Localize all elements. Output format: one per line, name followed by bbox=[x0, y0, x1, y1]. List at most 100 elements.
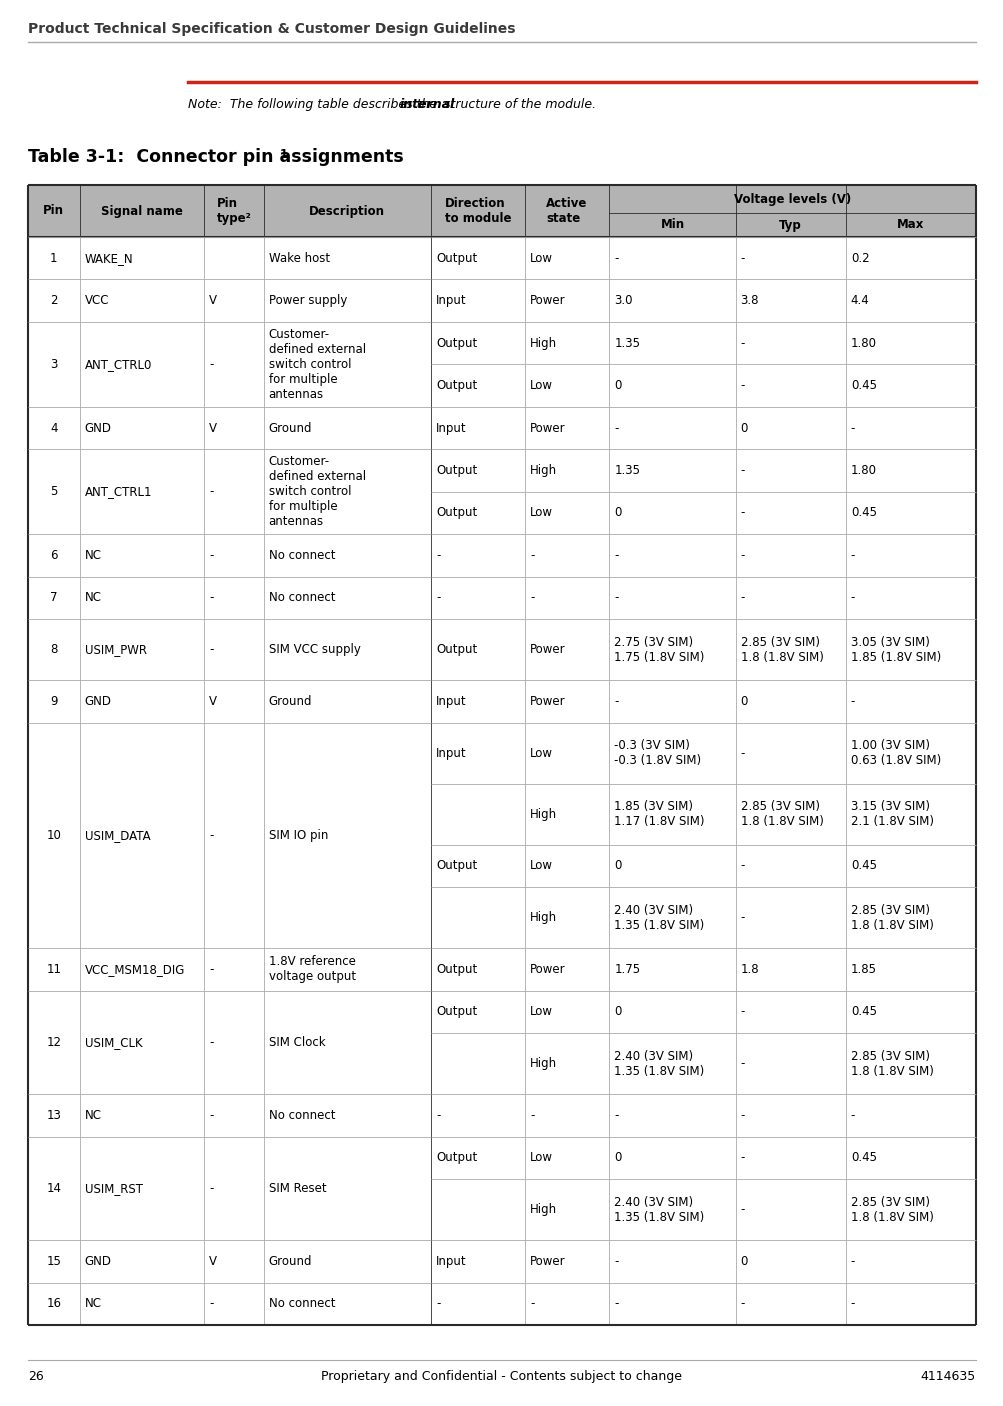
Text: Output: Output bbox=[435, 380, 476, 392]
Text: -: - bbox=[850, 422, 855, 434]
Text: No connect: No connect bbox=[268, 1298, 335, 1310]
Bar bbox=[28, 238, 79, 280]
Bar bbox=[204, 619, 264, 681]
Text: VCC: VCC bbox=[84, 294, 109, 307]
Text: -: - bbox=[740, 506, 744, 519]
Text: -: - bbox=[614, 252, 618, 264]
Text: 1.75: 1.75 bbox=[614, 963, 640, 976]
Text: -: - bbox=[614, 592, 618, 605]
Bar bbox=[264, 280, 430, 322]
Bar bbox=[609, 948, 735, 991]
Text: -: - bbox=[209, 830, 214, 842]
Text: -: - bbox=[740, 592, 744, 605]
Text: 3.0: 3.0 bbox=[614, 294, 632, 307]
Bar bbox=[204, 534, 264, 576]
Text: 13: 13 bbox=[46, 1109, 61, 1122]
Text: -: - bbox=[435, 592, 440, 605]
Text: Pin
type²: Pin type² bbox=[217, 197, 251, 225]
Text: 1.80: 1.80 bbox=[850, 336, 876, 350]
Text: Power supply: Power supply bbox=[268, 294, 347, 307]
Bar bbox=[735, 1240, 845, 1282]
Text: V: V bbox=[209, 422, 217, 434]
Bar bbox=[735, 1136, 845, 1240]
Text: High: High bbox=[530, 336, 557, 350]
Text: -: - bbox=[614, 422, 618, 434]
Text: GND: GND bbox=[84, 422, 111, 434]
Text: Direction
to module: Direction to module bbox=[444, 197, 511, 225]
Bar bbox=[28, 1282, 79, 1324]
Bar bbox=[264, 406, 430, 450]
Text: Pin: Pin bbox=[43, 204, 64, 218]
Text: Input: Input bbox=[435, 1254, 466, 1268]
Bar bbox=[525, 534, 609, 576]
Bar bbox=[28, 322, 79, 406]
Bar bbox=[735, 1094, 845, 1136]
Text: 2.40 (3V SIM)
1.35 (1.8V SIM): 2.40 (3V SIM) 1.35 (1.8V SIM) bbox=[614, 1195, 704, 1223]
Text: VCC_MSM18_DIG: VCC_MSM18_DIG bbox=[84, 963, 185, 976]
Bar bbox=[28, 948, 79, 991]
Text: 0: 0 bbox=[740, 1254, 747, 1268]
Text: 0.45: 0.45 bbox=[850, 506, 876, 519]
Text: 1: 1 bbox=[279, 148, 288, 162]
Text: 0: 0 bbox=[740, 695, 747, 707]
Bar bbox=[525, 681, 609, 723]
Bar bbox=[845, 1136, 975, 1240]
Text: GND: GND bbox=[84, 695, 111, 707]
Bar bbox=[430, 1136, 525, 1240]
Bar bbox=[735, 991, 845, 1094]
Bar bbox=[430, 322, 525, 406]
Bar bbox=[845, 681, 975, 723]
Bar bbox=[845, 619, 975, 681]
Bar bbox=[609, 1136, 735, 1240]
Text: 15: 15 bbox=[46, 1254, 61, 1268]
Bar bbox=[525, 1282, 609, 1324]
Bar bbox=[204, 1136, 264, 1240]
Bar bbox=[609, 723, 735, 948]
Text: -: - bbox=[740, 252, 744, 264]
Bar bbox=[609, 450, 735, 534]
Bar bbox=[845, 1282, 975, 1324]
Text: 2.75 (3V SIM)
1.75 (1.8V SIM): 2.75 (3V SIM) 1.75 (1.8V SIM) bbox=[614, 636, 704, 664]
Bar bbox=[609, 322, 735, 406]
Bar bbox=[430, 406, 525, 450]
Text: 1.35: 1.35 bbox=[614, 464, 640, 477]
Text: Power: Power bbox=[530, 1254, 565, 1268]
Text: GND: GND bbox=[84, 1254, 111, 1268]
Bar bbox=[79, 280, 204, 322]
Text: Output: Output bbox=[435, 506, 476, 519]
Bar bbox=[609, 576, 735, 619]
Text: V: V bbox=[209, 695, 217, 707]
Text: 1.80: 1.80 bbox=[850, 464, 876, 477]
Text: -: - bbox=[209, 1109, 214, 1122]
Bar bbox=[845, 186, 975, 238]
Bar bbox=[79, 238, 204, 280]
Text: Power: Power bbox=[530, 643, 565, 657]
Text: 6: 6 bbox=[50, 548, 57, 562]
Bar bbox=[430, 991, 525, 1094]
Bar bbox=[525, 1136, 609, 1240]
Text: V: V bbox=[209, 294, 217, 307]
Text: NC: NC bbox=[84, 548, 101, 562]
Bar bbox=[735, 450, 845, 534]
Bar bbox=[430, 619, 525, 681]
Text: 1.85: 1.85 bbox=[850, 963, 876, 976]
Bar bbox=[845, 238, 975, 280]
Text: 1.00 (3V SIM)
0.63 (1.8V SIM): 1.00 (3V SIM) 0.63 (1.8V SIM) bbox=[850, 740, 940, 768]
Bar bbox=[79, 1240, 204, 1282]
Text: -: - bbox=[740, 1298, 744, 1310]
Bar bbox=[430, 948, 525, 991]
Bar bbox=[845, 406, 975, 450]
Text: -: - bbox=[614, 1254, 618, 1268]
Bar bbox=[735, 948, 845, 991]
Bar bbox=[735, 681, 845, 723]
Text: 0: 0 bbox=[740, 422, 747, 434]
Bar bbox=[28, 619, 79, 681]
Text: -: - bbox=[740, 380, 744, 392]
Text: 2.85 (3V SIM)
1.8 (1.8V SIM): 2.85 (3V SIM) 1.8 (1.8V SIM) bbox=[740, 800, 822, 828]
Text: WAKE_N: WAKE_N bbox=[84, 252, 133, 264]
Text: Low: Low bbox=[530, 747, 553, 759]
Bar bbox=[264, 450, 430, 534]
Text: 0.2: 0.2 bbox=[850, 252, 869, 264]
Bar bbox=[264, 1282, 430, 1324]
Bar bbox=[609, 681, 735, 723]
